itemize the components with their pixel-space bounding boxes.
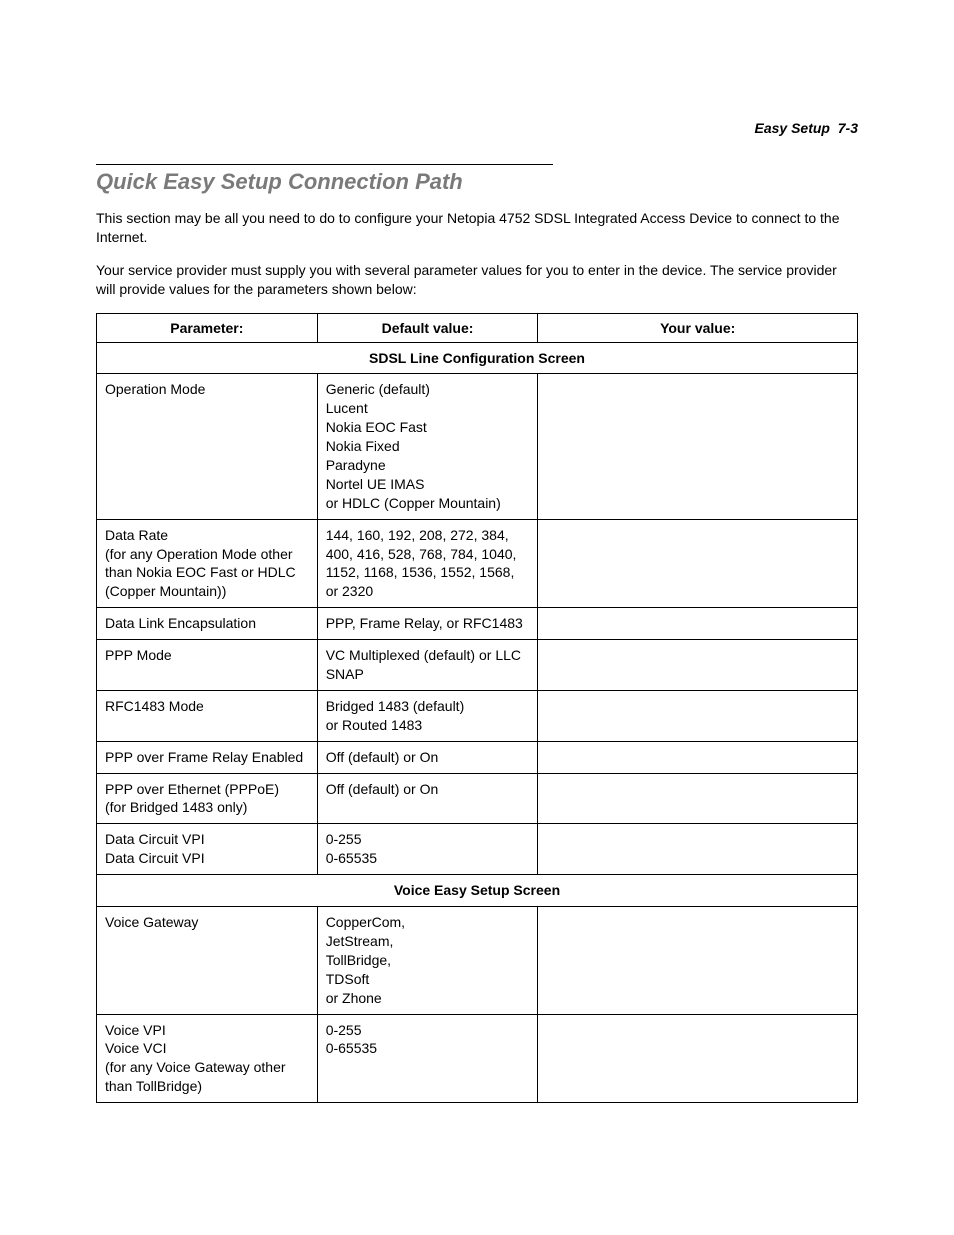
section-row-voice: Voice Easy Setup Screen — [97, 875, 858, 907]
table-row: PPP Mode VC Multiplexed (default) or LLC… — [97, 640, 858, 691]
cell-param: Voice Gateway — [97, 907, 318, 1014]
cell-your-value — [538, 374, 858, 519]
table-row: Voice Gateway CopperCom,JetStream,TollBr… — [97, 907, 858, 1014]
cell-your-value — [538, 741, 858, 773]
cell-param: RFC1483 Mode — [97, 690, 318, 741]
cell-default: Bridged 1483 (default)or Routed 1483 — [317, 690, 538, 741]
page-container: Easy Setup 7-3 Quick Easy Setup Connecti… — [0, 0, 954, 1163]
cell-default: 0-2550-65535 — [317, 1014, 538, 1103]
cell-param: Data Circuit VPIData Circuit VPI — [97, 824, 318, 875]
table-row: Data Circuit VPIData Circuit VPI 0-2550-… — [97, 824, 858, 875]
config-table: Parameter: Default value: Your value: SD… — [96, 313, 858, 1104]
col-header-your-value: Your value: — [538, 313, 858, 342]
cell-your-value — [538, 519, 858, 608]
cell-default: 144, 160, 192, 208, 272, 384, 400, 416, … — [317, 519, 538, 608]
cell-param: Operation Mode — [97, 374, 318, 519]
header-section: Easy Setup — [755, 120, 830, 136]
cell-default: VC Multiplexed (default) or LLC SNAP — [317, 640, 538, 691]
intro-paragraph-2: Your service provider must supply you wi… — [96, 261, 858, 299]
table-row: Data Link Encapsulation PPP, Frame Relay… — [97, 608, 858, 640]
table-row: PPP over Frame Relay Enabled Off (defaul… — [97, 741, 858, 773]
cell-your-value — [538, 608, 858, 640]
table-header-row: Parameter: Default value: Your value: — [97, 313, 858, 342]
section-title: Quick Easy Setup Connection Path — [96, 164, 553, 195]
cell-your-value — [538, 1014, 858, 1103]
cell-your-value — [538, 824, 858, 875]
cell-your-value — [538, 907, 858, 1014]
col-header-parameter: Parameter: — [97, 313, 318, 342]
section-title-sdsl: SDSL Line Configuration Screen — [97, 342, 858, 374]
section-row-sdsl: SDSL Line Configuration Screen — [97, 342, 858, 374]
cell-default: CopperCom,JetStream,TollBridge,TDSoftor … — [317, 907, 538, 1014]
cell-param: Data Link Encapsulation — [97, 608, 318, 640]
table-row: Operation Mode Generic (default)LucentNo… — [97, 374, 858, 519]
table-row: Data Rate(for any Operation Mode other t… — [97, 519, 858, 608]
cell-default: PPP, Frame Relay, or RFC1483 — [317, 608, 538, 640]
section-title-voice: Voice Easy Setup Screen — [97, 875, 858, 907]
table-row: PPP over Ethernet (PPPoE)(for Bridged 14… — [97, 773, 858, 824]
cell-param: Voice VPIVoice VCI(for any Voice Gateway… — [97, 1014, 318, 1103]
cell-your-value — [538, 773, 858, 824]
table-row: Voice VPIVoice VCI(for any Voice Gateway… — [97, 1014, 858, 1103]
cell-param: PPP over Frame Relay Enabled — [97, 741, 318, 773]
col-header-default: Default value: — [317, 313, 538, 342]
page-header: Easy Setup 7-3 — [96, 120, 858, 136]
intro-paragraph-1: This section may be all you need to do t… — [96, 209, 858, 247]
cell-param: PPP over Ethernet (PPPoE)(for Bridged 14… — [97, 773, 318, 824]
cell-param: PPP Mode — [97, 640, 318, 691]
cell-default: Generic (default)LucentNokia EOC FastNok… — [317, 374, 538, 519]
table-row: RFC1483 Mode Bridged 1483 (default)or Ro… — [97, 690, 858, 741]
cell-your-value — [538, 690, 858, 741]
cell-default: 0-2550-65535 — [317, 824, 538, 875]
cell-param: Data Rate(for any Operation Mode other t… — [97, 519, 318, 608]
cell-default: Off (default) or On — [317, 741, 538, 773]
cell-your-value — [538, 640, 858, 691]
cell-default: Off (default) or On — [317, 773, 538, 824]
header-page-ref: 7-3 — [838, 120, 858, 136]
